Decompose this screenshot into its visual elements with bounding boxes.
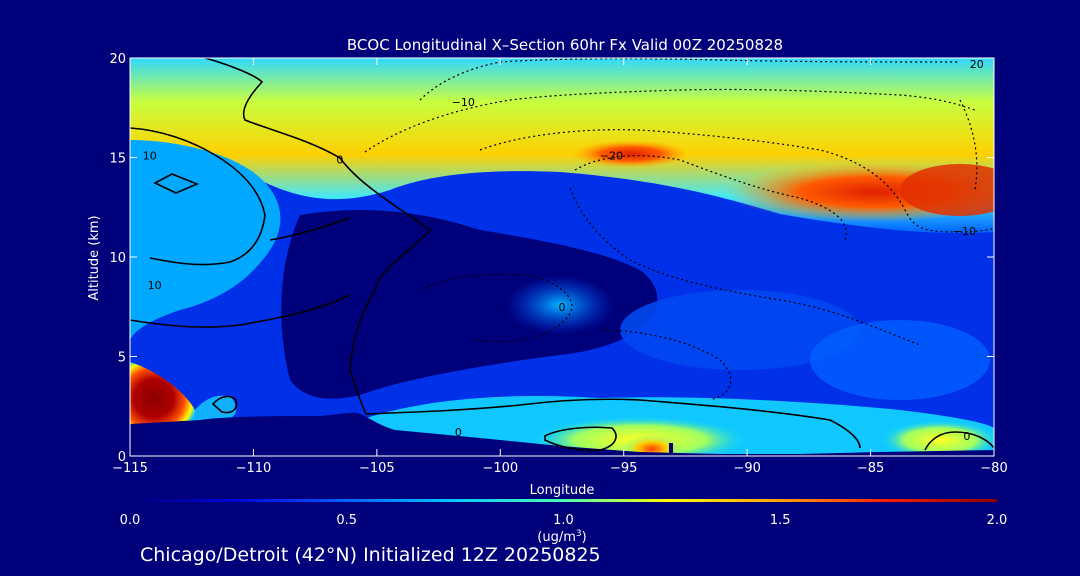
contour-label: 10 xyxy=(143,150,157,163)
x-tick-label: −90 xyxy=(733,461,760,476)
field-surface-yellow-2 xyxy=(880,420,994,456)
terrain-tower xyxy=(669,443,673,454)
footer-location: Chicago/Detroit (42°N) Initialized 12Z 2… xyxy=(140,544,601,566)
x-tick-label: −115 xyxy=(112,461,148,476)
colorbar-tick-label: 1.5 xyxy=(770,513,791,528)
field-surface-hot xyxy=(622,432,682,456)
y-tick-label: 15 xyxy=(109,152,126,167)
colorbar-tick-label: 0.5 xyxy=(336,513,357,528)
field-west-cyan xyxy=(130,140,281,340)
x-tick-label: −95 xyxy=(610,461,637,476)
contour-label: 0 xyxy=(455,426,462,439)
y-tick-label: 10 xyxy=(109,251,126,266)
concentration-field: 10 0 −10 −20 20 −10 10 0 0 0 xyxy=(130,58,994,456)
colorbar-tick-label: 0.0 xyxy=(120,513,141,528)
x-axis-label: Longitude xyxy=(530,483,595,498)
x-tick-label: −80 xyxy=(980,461,1007,476)
field-hot-upper-3 xyxy=(900,164,994,216)
chart-title: BCOC Longitudinal X–Section 60hr Fx Vali… xyxy=(347,36,783,54)
x-axis: −115 −110 −105 −100 −95 −90 −85 −80 xyxy=(112,58,1008,476)
contour-label: −20 xyxy=(600,150,623,163)
contour-label: −10 xyxy=(953,225,976,238)
y-axis: 0 5 10 15 20 xyxy=(109,52,994,465)
field-mid-blob-1 xyxy=(620,290,860,370)
colorbar xyxy=(130,499,997,502)
contour-labels: 10 0 −10 −20 20 −10 10 0 0 0 xyxy=(143,58,984,443)
contour-solid xyxy=(130,58,994,452)
x-tick-label: −85 xyxy=(857,461,884,476)
colorbar-unit-superscript: 3 xyxy=(576,529,582,539)
colorbar-ticks: 0.0 0.5 1.0 1.5 2.0 xyxy=(120,513,1008,528)
field-mid-blob-2 xyxy=(505,275,615,335)
field-dark-core xyxy=(281,210,658,399)
contour-dotted xyxy=(364,58,994,401)
y-tick-label: 5 xyxy=(118,351,126,366)
field-hot-sw xyxy=(130,362,198,428)
contour-label: 0 xyxy=(963,430,970,443)
x-tick-label: −110 xyxy=(236,461,272,476)
x-tick-label: −105 xyxy=(359,461,395,476)
field-mid-blob-3 xyxy=(810,320,990,400)
contour-label: 20 xyxy=(970,58,984,71)
y-tick-label: 20 xyxy=(109,52,126,67)
contour-label: −10 xyxy=(452,96,475,109)
contour-label: 0 xyxy=(336,153,343,166)
colorbar-unit: (ug/m3) xyxy=(537,529,586,545)
y-axis-label: Altitude (km) xyxy=(87,215,102,300)
y-tick-label: 0 xyxy=(118,450,126,465)
colorbar-tick-label: 1.0 xyxy=(553,513,574,528)
contour-label: 10 xyxy=(148,279,162,292)
x-tick-label: −100 xyxy=(482,461,518,476)
colorbar-tick-label: 2.0 xyxy=(987,513,1008,528)
field-hot-upper-2 xyxy=(565,140,685,168)
contour-label: 0 xyxy=(559,301,566,314)
terrain xyxy=(130,412,994,456)
field-cyan-sw xyxy=(195,395,237,422)
